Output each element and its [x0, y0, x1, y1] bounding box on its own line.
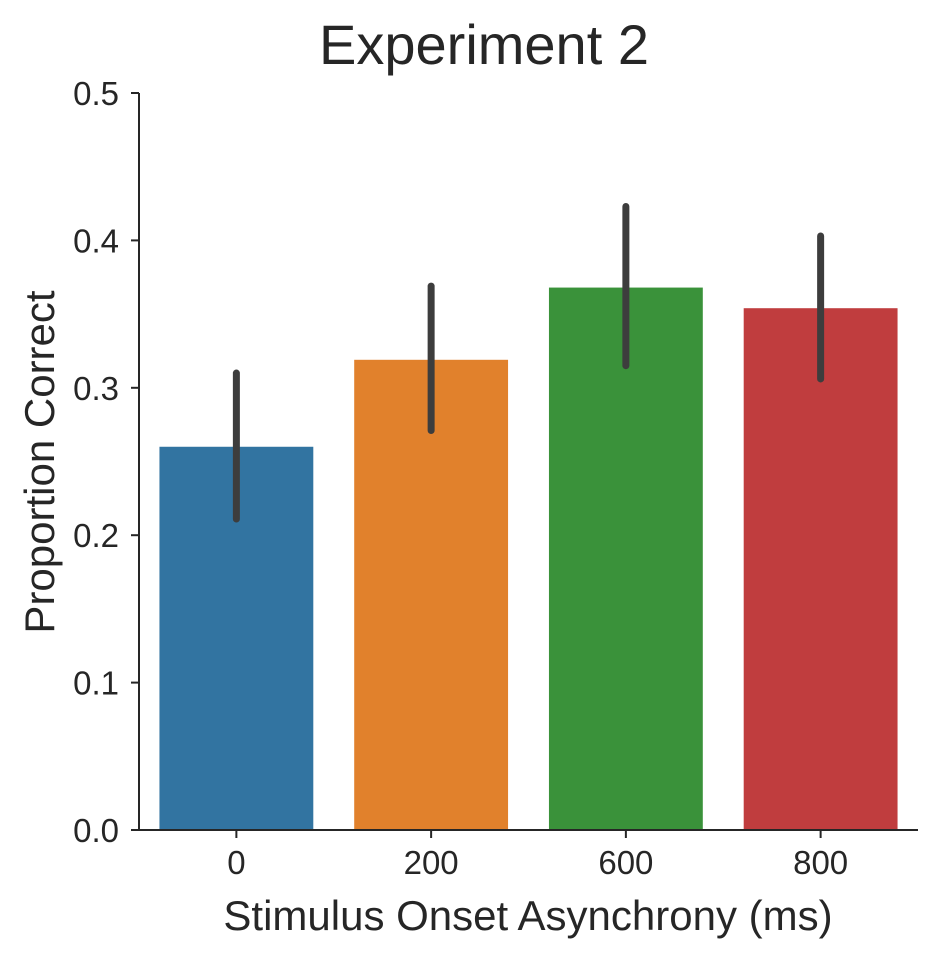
plot-area: [159, 202, 898, 831]
y-tick-label: 0.5: [73, 75, 119, 112]
x-tick-label: 200: [404, 844, 459, 881]
x-ticks: 0 200 600 800: [227, 830, 848, 881]
y-tick-label: 0.2: [73, 517, 119, 554]
y-tick-label: 0.1: [73, 665, 119, 702]
bar-200: [354, 359, 509, 830]
x-tick-label: 800: [793, 844, 848, 881]
y-axis-label: Proportion Correct: [16, 290, 63, 633]
x-tick-label: 600: [598, 844, 653, 881]
chart-title: Experiment 2: [319, 13, 649, 76]
y-tick-label: 0.3: [73, 370, 119, 407]
y-tick-label: 0.4: [73, 222, 119, 259]
y-tick-label: 0.0: [73, 812, 119, 849]
y-ticks: 0.0 0.1 0.2 0.3 0.4 0.5: [73, 75, 139, 849]
bar-800: [743, 308, 898, 831]
bar-600: [548, 287, 703, 830]
x-axis-label: Stimulus Onset Asynchrony (ms): [223, 892, 832, 939]
x-tick-label: 0: [227, 844, 245, 881]
